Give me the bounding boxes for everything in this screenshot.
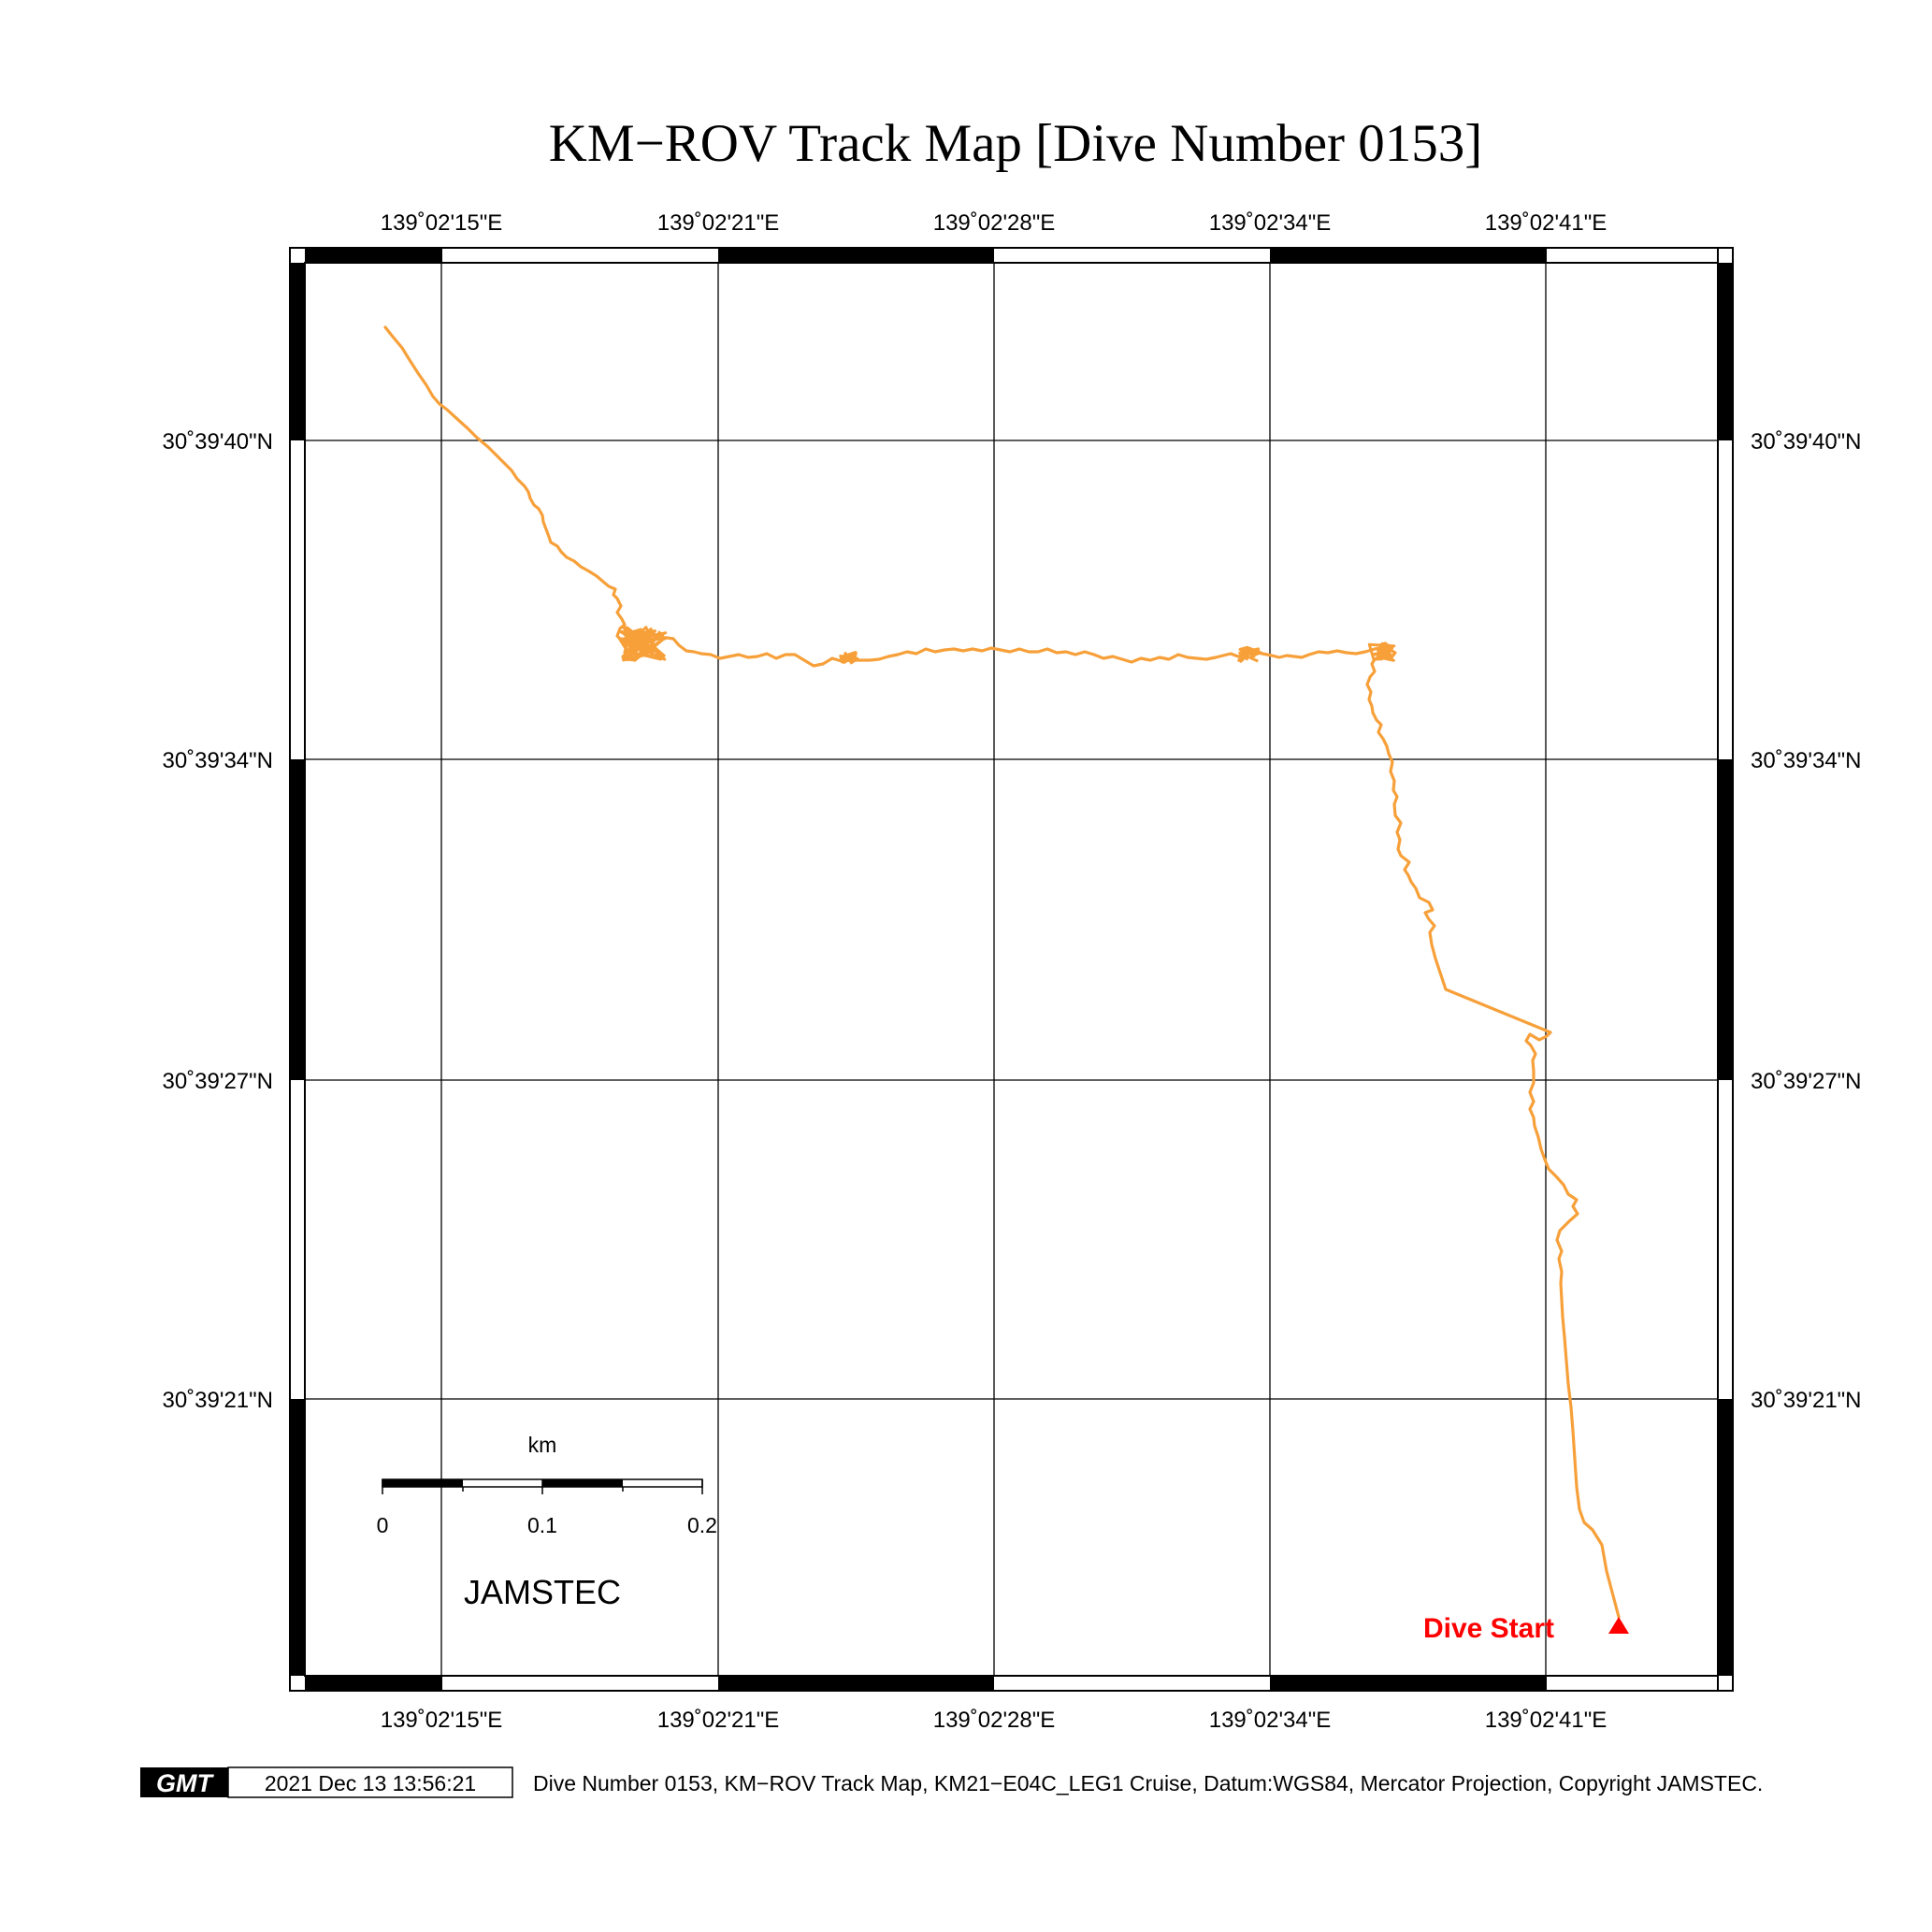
left-border-ticks (290, 263, 305, 1676)
footer: GMT 2021 Dec 13 13:56:21 Dive Number 015… (140, 1766, 1763, 1798)
graticule (305, 263, 1718, 1676)
lat-label: 30˚39'34"N (1751, 748, 1862, 773)
right-latitude-labels: 30˚39'40"N 30˚39'34"N 30˚39'27"N 30˚39'2… (1751, 429, 1862, 1413)
lat-label: 30˚39'21"N (1751, 1388, 1862, 1413)
gmt-logo-icon (140, 1767, 228, 1797)
rov-track-cluster (617, 626, 668, 662)
lon-label: 139˚02'21"E (657, 210, 780, 236)
lon-label: 139˚02'15"E (381, 210, 503, 236)
timestamp-box (227, 1766, 513, 1798)
right-border-ticks (1718, 263, 1733, 1676)
lat-label: 30˚39'21"N (162, 1388, 273, 1413)
lat-label: 30˚39'27"N (162, 1069, 273, 1094)
bottom-longitude-labels: 139˚02'15"E 139˚02'21"E 139˚02'28"E 139˚… (381, 1708, 1608, 1733)
lat-label: 30˚39'34"N (162, 748, 273, 773)
jamstec-watermark: JAMSTEC (464, 1573, 621, 1611)
lat-label: 30˚39'40"N (162, 429, 273, 454)
lon-label: 139˚02'34"E (1209, 1708, 1332, 1733)
scale-bar-tick-label: 0.1 (527, 1513, 557, 1537)
lat-label: 30˚39'27"N (1751, 1069, 1862, 1094)
lon-label: 139˚02'28"E (933, 1708, 1056, 1733)
lon-label: 139˚02'41"E (1485, 210, 1608, 236)
dive-start-label: Dive Start (1423, 1613, 1554, 1644)
timestamp: 2021 Dec 13 13:56:21 (265, 1771, 476, 1795)
lon-label: 139˚02'41"E (1485, 1708, 1608, 1733)
gmt-logo-text: GMT (156, 1769, 214, 1797)
lat-label: 30˚39'40"N (1751, 429, 1862, 454)
rov-track-line (383, 325, 1621, 1619)
map-frame-inner (304, 262, 1719, 1677)
rov-track-cluster (839, 651, 859, 665)
top-longitude-labels: 139˚02'15"E 139˚02'21"E 139˚02'28"E 139˚… (381, 210, 1608, 236)
bottom-border-ticks (305, 1676, 1719, 1691)
footer-caption: Dive Number 0153, KM−ROV Track Map, KM21… (533, 1771, 1763, 1795)
dive-start-marker-icon (1608, 1617, 1629, 1634)
map-title: KM−ROV Track Map [Dive Number 0153] (549, 114, 1482, 173)
scale-bar-tick-label: 0 (377, 1513, 389, 1537)
scale-bar-unit: km (528, 1433, 557, 1457)
rov-track-cluster (1367, 642, 1396, 662)
scale-bar: km 0 0.1 0.2 (377, 1433, 717, 1537)
lon-label: 139˚02'21"E (657, 1708, 780, 1733)
lon-label: 139˚02'34"E (1209, 210, 1332, 236)
left-latitude-labels: 30˚39'40"N 30˚39'34"N 30˚39'27"N 30˚39'2… (162, 429, 273, 1413)
lon-label: 139˚02'28"E (933, 210, 1056, 236)
top-border-ticks (305, 248, 1719, 263)
lon-label: 139˚02'15"E (381, 1708, 503, 1733)
scale-bar-tick-label: 0.2 (687, 1513, 717, 1537)
rov-track-cluster (1237, 645, 1262, 663)
